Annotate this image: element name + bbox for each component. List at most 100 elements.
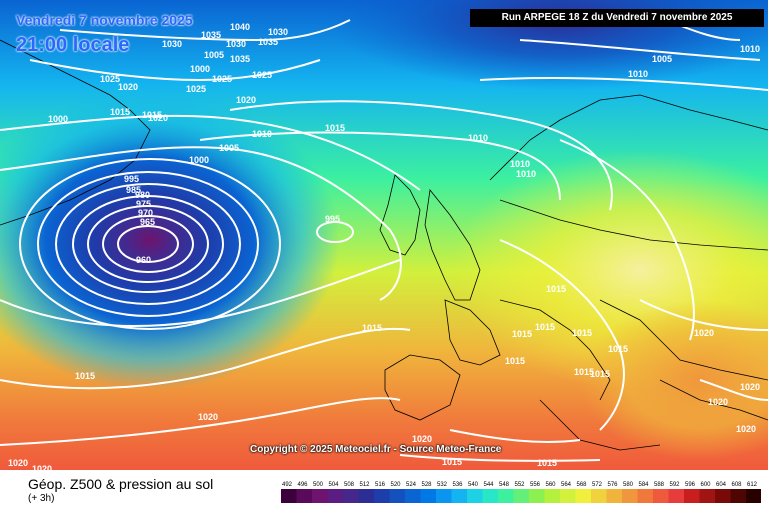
- legend-tick-label: 592: [670, 482, 681, 488]
- legend-swatch: [405, 489, 421, 503]
- legend-swatch: [560, 489, 576, 503]
- color-legend: 492 496 500 504 508 512 516 520 524 528 532 536 540 5…: [281, 482, 761, 503]
- isobar-label: 1025: [252, 70, 272, 80]
- isobar-label: 1015: [535, 322, 555, 332]
- legend-tick-label: 524: [406, 482, 417, 488]
- mediterranean-orange-shading: [580, 300, 768, 460]
- legend-tick-label: 492: [282, 482, 293, 488]
- legend-tick-label: 588: [654, 482, 665, 488]
- legend-tick-label: 500: [313, 482, 324, 488]
- legend-tick-label: 608: [732, 482, 743, 488]
- isobar-label: 1010: [510, 159, 530, 169]
- legend-swatch: [296, 489, 312, 503]
- legend-tick-label: 512: [360, 482, 371, 488]
- legend-swatch: [529, 489, 545, 503]
- isobar-label: 1020: [740, 382, 760, 392]
- low-shading: [0, 90, 340, 390]
- legend-swatch: [668, 489, 684, 503]
- isobar-label: 1015: [546, 284, 566, 294]
- isobar-label: 1030: [162, 39, 182, 49]
- date-label: Vendredi 7 novembre 2025: [16, 12, 193, 28]
- legend-tick-label: 560: [546, 482, 557, 488]
- isobar-label: 1010: [252, 129, 272, 139]
- isobar-label: 1020: [198, 412, 218, 422]
- forecast-offset: (+ 3h): [28, 493, 55, 504]
- isobar-label: 1010: [468, 133, 488, 143]
- isobar-label: 1020: [118, 82, 138, 92]
- legend-swatch: [591, 489, 607, 503]
- isobar-label: 1015: [608, 344, 628, 354]
- legend-tick-label: 568: [577, 482, 588, 488]
- legend-swatch: [467, 489, 483, 503]
- legend-tick-label: 580: [623, 482, 634, 488]
- legend-swatch: [730, 489, 746, 503]
- isobar-label: 1025: [186, 84, 206, 94]
- legend-swatch: [513, 489, 529, 503]
- legend-swatch: [281, 489, 297, 503]
- legend-tick-label: 572: [592, 482, 603, 488]
- isobar-lines: [0, 9, 768, 462]
- legend-tick-label: 556: [530, 482, 541, 488]
- legend-swatch: [715, 489, 731, 503]
- isobar-label: 980: [135, 190, 150, 200]
- isobar-label: 995: [124, 174, 139, 184]
- isobar-label: 1020: [148, 113, 168, 123]
- legend-tick-label: 600: [701, 482, 712, 488]
- isobar-label: 1010: [628, 69, 648, 79]
- legend-swatch: [746, 489, 761, 503]
- isobar-label: 960: [136, 255, 151, 265]
- isobar-label: 1020: [236, 95, 256, 105]
- legend-swatch: [436, 489, 452, 503]
- isobar-label: 1015: [505, 356, 525, 366]
- legend-swatch: [482, 489, 498, 503]
- legend-tick-label: 504: [329, 482, 340, 488]
- isobar-label: 1015: [110, 107, 130, 117]
- legend-swatch: [699, 489, 715, 503]
- legend-swatch: [374, 489, 390, 503]
- isobar-label: 1020: [412, 434, 432, 444]
- weather-map: 960 965 970 975 980 985 995 995 1000 100…: [0, 0, 768, 470]
- isobar-label: 1040: [230, 22, 250, 32]
- legend-tick-label: 564: [561, 482, 572, 488]
- time-label: 21:00 locale: [16, 34, 130, 56]
- legend-tick-label: 508: [344, 482, 355, 488]
- isobar-label: 1015: [442, 457, 462, 467]
- isobar-label: 1005: [219, 143, 239, 153]
- isobar-label: 1020: [708, 397, 728, 407]
- isobar-label: 1035: [258, 37, 278, 47]
- legend-tick-label: 516: [375, 482, 386, 488]
- legend-tick-label: 596: [685, 482, 696, 488]
- isobar-label: 1015: [325, 123, 345, 133]
- isobar-labels: 960 965 970 975 980 985 995 995 1000 100…: [8, 22, 760, 470]
- isobar-label: 970: [138, 208, 153, 218]
- coastlines: [0, 39, 768, 451]
- legend-tick-label: 612: [747, 482, 758, 488]
- isobar-label: 965: [140, 217, 155, 227]
- isobar-label: 1015: [142, 110, 162, 120]
- legend-tick-label: 520: [391, 482, 402, 488]
- legend-swatch: [575, 489, 591, 503]
- isobar-label: 1005: [204, 50, 224, 60]
- legend-swatch: [653, 489, 669, 503]
- isobar-label: 1010: [740, 44, 760, 54]
- isobar-label: 1010: [516, 169, 536, 179]
- legend-swatch: [420, 489, 436, 503]
- legend-swatch: [358, 489, 374, 503]
- legend-tick-label: 536: [453, 482, 464, 488]
- isobar-label: 1035: [201, 30, 221, 40]
- isobar-label: 1015: [572, 328, 592, 338]
- isobar-label: 1015: [537, 458, 557, 468]
- isobar-label: 1015: [574, 367, 594, 377]
- legend-tick-label: 604: [716, 482, 727, 488]
- map-title: Géop. Z500 & pression au sol: [28, 476, 214, 492]
- isobar-label: 1005: [652, 54, 672, 64]
- isobar-label: 1030: [226, 39, 246, 49]
- legend-tick-label: 548: [499, 482, 510, 488]
- isobar-label: 1015: [512, 329, 532, 339]
- legend-swatch: [684, 489, 700, 503]
- legend-tick-label: 540: [468, 482, 479, 488]
- isobar-label: 1035: [230, 54, 250, 64]
- legend-tick-label: 532: [437, 482, 448, 488]
- legend-swatch: [327, 489, 343, 503]
- legend-swatch: [637, 489, 653, 503]
